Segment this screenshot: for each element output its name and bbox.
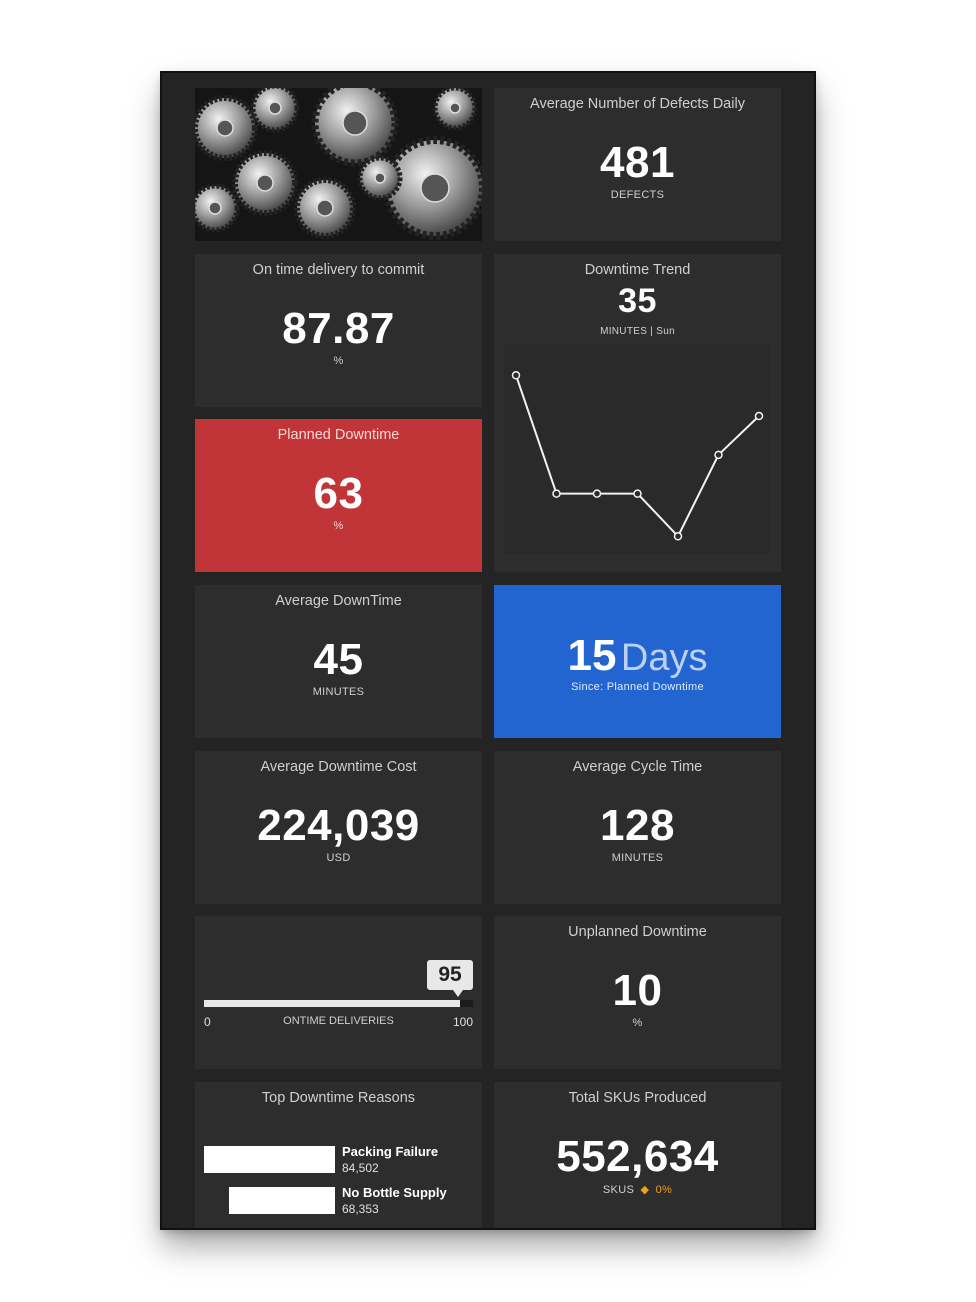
unplanned-downtime-value: 10 <box>612 966 663 1015</box>
cycle-time-unit: MINUTES <box>611 852 664 864</box>
total-skus-unit: SKUS <box>602 1184 635 1196</box>
defects-unit: DEFECTS <box>610 189 665 201</box>
downtime-cost-tile[interactable]: Average Downtime Cost 224,039 USD <box>195 751 482 904</box>
total-skus-value: 552,634 <box>556 1132 719 1181</box>
trend-point[interactable] <box>754 411 764 421</box>
cycle-time-title: Average Cycle Time <box>572 759 703 775</box>
reason-value: 68,353 <box>342 1202 379 1216</box>
downtime-trend-day: | Sun <box>650 326 675 337</box>
downtime-trend-tile[interactable]: Downtime Trend 35 MINUTES | Sun <box>494 254 781 572</box>
average-downtime-unit: MINUTES <box>312 686 365 698</box>
downtime-trend-unit-row: MINUTES | Sun <box>494 326 781 337</box>
unplanned-downtime-tile[interactable]: Unplanned Downtime 10 % <box>494 916 781 1069</box>
gauge-label: ONTIME DELIVERIES <box>283 1015 394 1027</box>
gauge-value-bubble: 95 <box>427 960 473 990</box>
gauge-track <box>204 1000 473 1007</box>
gauge-max: 100 <box>452 1015 473 1029</box>
gears-illustration <box>195 88 482 241</box>
planned-downtime-title: Planned Downtime <box>277 427 400 443</box>
ontime-delivery-unit: % <box>333 355 344 367</box>
defects-title: Average Number of Defects Daily <box>530 96 745 112</box>
reason-label: Packing Failure <box>342 1144 439 1159</box>
defects-value: 481 <box>600 138 675 187</box>
total-skus-unit-row: SKUS ◆ 0% <box>494 1183 781 1196</box>
ontime-delivery-value: 87.87 <box>282 304 395 353</box>
trend-point[interactable] <box>511 371 521 380</box>
reason-bar <box>229 1187 335 1214</box>
total-skus-title: Total SKUs Produced <box>568 1090 707 1106</box>
ontime-delivery-title: On time delivery to commit <box>252 262 425 278</box>
trend-point[interactable] <box>552 489 561 498</box>
top-reasons-title: Top Downtime Reasons <box>261 1090 416 1106</box>
gears-image-tile <box>195 88 482 241</box>
unplanned-downtime-unit: % <box>632 1017 643 1029</box>
planned-downtime-value: 63 <box>313 469 364 518</box>
downtime-trend-value: 35 <box>618 282 657 320</box>
downtime-trend-chart <box>511 371 764 541</box>
average-downtime-title: Average DownTime <box>275 593 402 609</box>
days-since-row: 15 Days <box>494 631 781 681</box>
reason-label: No Bottle Supply <box>342 1185 447 1200</box>
days-since-value: 15 <box>567 631 617 680</box>
ontime-delivery-tile[interactable]: On time delivery to commit 87.87 % <box>195 254 482 407</box>
total-skus-change: 0% <box>655 1184 673 1196</box>
unplanned-downtime-title: Unplanned Downtime <box>568 924 707 940</box>
average-downtime-tile[interactable]: Average DownTime 45 MINUTES <box>195 585 482 738</box>
top-reasons-tile[interactable]: Top Downtime Reasons Packing Failure 84,… <box>195 1082 482 1228</box>
reason-bar <box>204 1146 335 1173</box>
downtime-trend-chart-area <box>504 344 771 554</box>
gears-image <box>195 88 482 241</box>
total-skus-tile[interactable]: Total SKUs Produced 552,634 SKUS ◆ 0% <box>494 1082 781 1228</box>
trend-point[interactable] <box>714 450 723 460</box>
cycle-time-tile[interactable]: Average Cycle Time 128 MINUTES <box>494 751 781 904</box>
downtime-trend-unit: MINUTES <box>600 326 648 337</box>
defects-tile[interactable]: Average Number of Defects Daily 481 DEFE… <box>494 88 781 241</box>
days-since-caption: Since: Planned Downtime <box>571 681 704 693</box>
average-downtime-value: 45 <box>313 635 364 684</box>
planned-downtime-unit: % <box>333 520 344 532</box>
reason-value: 84,502 <box>342 1161 379 1175</box>
trend-point[interactable] <box>673 532 683 541</box>
downtime-trend-title: Downtime Trend <box>584 262 691 278</box>
gauge-pointer <box>453 990 463 997</box>
days-since-tile[interactable]: 15 Days Since: Planned Downtime <box>494 585 781 738</box>
diamond-icon: ◆ <box>640 1184 650 1196</box>
downtime-cost-unit: USD <box>326 852 351 864</box>
gauge-fill <box>204 1000 460 1007</box>
cycle-time-value: 128 <box>600 801 675 850</box>
ontime-gauge-tile[interactable]: 95 0 ONTIME DELIVERIES 100 <box>195 916 482 1069</box>
days-since-word: Days <box>620 637 708 679</box>
trend-point[interactable] <box>633 489 642 498</box>
downtime-cost-title: Average Downtime Cost <box>260 759 417 775</box>
planned-downtime-tile[interactable]: Planned Downtime 63 % <box>195 419 482 572</box>
gauge-min: 0 <box>204 1015 211 1029</box>
trend-point[interactable] <box>592 489 602 498</box>
dashboard-screen: Average Number of Defects Daily 481 DEFE… <box>162 73 814 1228</box>
gauge-value: 95 <box>438 963 462 986</box>
downtime-cost-value: 224,039 <box>257 801 420 850</box>
